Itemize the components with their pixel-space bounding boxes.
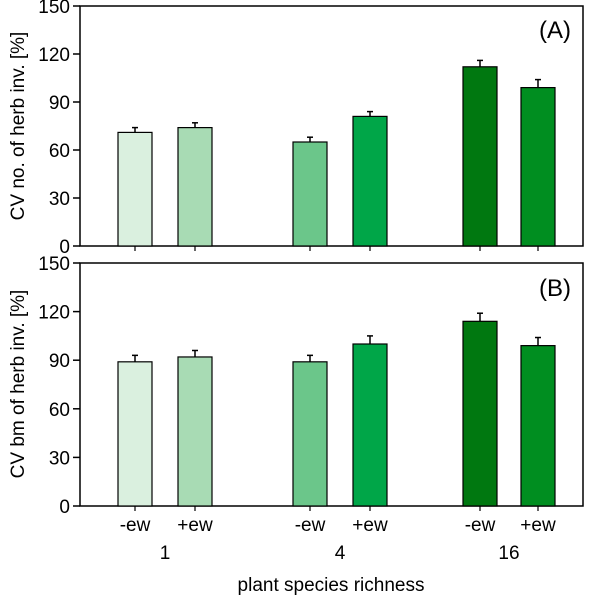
x-category-label: -ew	[465, 515, 496, 536]
bar-plusew-5	[520, 345, 556, 507]
bar-minusew-2	[292, 361, 328, 507]
bar-minusew-2	[292, 141, 328, 247]
bar-minusew-4	[462, 320, 498, 507]
plot-frame-a	[79, 5, 584, 247]
x-group-label: 4	[335, 543, 346, 564]
x-category-label: -ew	[295, 515, 326, 536]
bar-plusew-3	[352, 343, 388, 507]
plot-frame-b	[79, 262, 584, 507]
panel-b: (B) CV bm of herb inv. [%] 0 30 60 90 120 150	[8, 254, 584, 518]
bar-plusew-1	[177, 126, 213, 247]
bar-plusew-3	[352, 115, 388, 247]
y-ticks-b: 0 30 60 90 120 150	[38, 254, 539, 518]
bar-plusew-5	[520, 86, 556, 247]
x-axis-label: plant species richness	[238, 575, 425, 596]
y-tick-label: 30	[49, 189, 70, 210]
y-tick-label: 30	[49, 448, 70, 469]
y-axis-label-a: CV no. of herb inv. [%]	[8, 32, 29, 221]
bar-minusew-0	[117, 361, 153, 507]
x-category-label: +ew	[352, 515, 388, 536]
y-tick-label: 90	[49, 93, 70, 114]
bar-minusew-4	[462, 66, 498, 247]
panel-label-b: (B)	[539, 275, 571, 302]
x-group-labels: 1 4 16	[160, 543, 520, 564]
bar-plusew-1	[177, 356, 213, 507]
x-group-label: 16	[498, 543, 519, 564]
x-category-label: +ew	[177, 515, 213, 536]
panel-label-a: (A)	[539, 17, 571, 44]
y-tick-label: 150	[38, 254, 70, 275]
x-category-label: +ew	[520, 515, 556, 536]
x-category-labels: -ew +ew -ew +ew -ew +ew	[120, 515, 556, 536]
y-ticks-a: 0 30 60 90 120 150	[38, 0, 539, 258]
y-tick-label: 60	[49, 400, 70, 421]
x-category-label: -ew	[120, 515, 151, 536]
y-tick-label: 150	[38, 0, 70, 18]
bars-a	[117, 59, 556, 247]
y-tick-label: 60	[49, 141, 70, 162]
y-axis-label-b: CV bm of herb inv. [%]	[8, 290, 29, 479]
y-tick-label: 120	[38, 303, 70, 324]
y-tick-label: 120	[38, 45, 70, 66]
x-group-label: 1	[160, 543, 171, 564]
y-tick-label: 90	[49, 351, 70, 372]
bars-b	[117, 312, 556, 507]
bar-minusew-0	[117, 131, 153, 247]
y-tick-label: 0	[59, 497, 70, 518]
panel-a: (A) CV no. of herb inv. [%] 0 30 60 90 120 15…	[8, 0, 584, 258]
y-tick-label: 0	[59, 237, 70, 258]
